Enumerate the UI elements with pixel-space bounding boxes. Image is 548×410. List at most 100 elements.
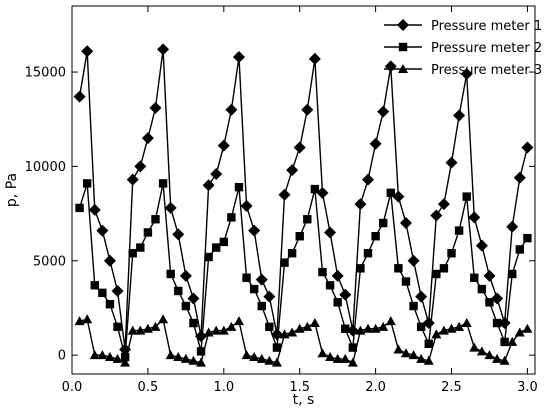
legend-entry-pressure-meter-1: Pressure meter 1 — [384, 19, 542, 34]
x-tick-label: 0.0 — [62, 380, 83, 395]
data-point — [325, 352, 336, 362]
data-point — [385, 316, 396, 326]
data-point — [172, 228, 185, 241]
data-point — [272, 343, 282, 352]
data-point — [158, 314, 169, 324]
data-point — [438, 325, 449, 335]
data-point — [295, 232, 304, 241]
data-point — [492, 353, 503, 363]
data-point — [255, 273, 268, 286]
data-point — [460, 67, 473, 80]
data-point — [333, 298, 342, 307]
data-point — [227, 213, 236, 222]
data-point — [287, 249, 297, 258]
legend-label: Pressure meter 2 — [431, 41, 542, 56]
series-2 — [75, 179, 532, 362]
legend: Pressure meter 1 Pressure meter 2 Pressu… — [384, 19, 542, 78]
data-point — [514, 327, 525, 337]
data-point — [112, 353, 123, 363]
data-point — [97, 350, 108, 360]
legend-label: Pressure meter 1 — [431, 19, 542, 34]
data-point — [249, 352, 260, 362]
legend-entry-pressure-meter-2: Pressure meter 2 — [384, 41, 542, 56]
data-point — [454, 321, 465, 331]
data-point — [399, 217, 412, 230]
data-point — [416, 322, 426, 332]
y-tick-label: 0 — [58, 349, 66, 364]
data-point — [522, 323, 533, 333]
data-point — [523, 233, 532, 243]
data-point — [392, 190, 405, 203]
data-point — [354, 198, 367, 211]
data-point — [499, 355, 510, 365]
data-point — [386, 188, 395, 198]
data-point — [470, 273, 479, 282]
data-point — [477, 284, 487, 294]
data-point — [432, 269, 441, 279]
data-point — [151, 215, 160, 224]
data-point — [210, 167, 223, 180]
x-axis-label: t, s — [293, 392, 315, 408]
legend-entry-pressure-meter-3: Pressure meter 3 — [384, 63, 542, 78]
series-line — [78, 49, 529, 350]
data-point — [211, 325, 222, 335]
data-point — [362, 173, 375, 186]
data-point — [445, 156, 458, 169]
data-point — [278, 188, 291, 201]
data-point — [240, 200, 253, 213]
data-point — [384, 60, 397, 73]
data-point — [113, 322, 122, 332]
legend-marker-icon — [398, 42, 408, 52]
data-point — [82, 179, 92, 188]
y-axis-label: p, Pa — [4, 173, 20, 207]
data-point — [340, 353, 351, 363]
data-point — [341, 324, 350, 333]
data-point — [303, 215, 312, 224]
data-point — [491, 292, 504, 305]
data-point — [316, 186, 329, 199]
data-point — [507, 336, 518, 346]
data-point — [127, 325, 138, 335]
data-point — [513, 171, 526, 184]
data-point — [468, 211, 481, 224]
x-tick-label: 2.5 — [441, 380, 462, 395]
data-point — [136, 243, 145, 252]
data-point — [271, 357, 282, 367]
data-point — [521, 141, 534, 154]
data-point — [339, 288, 352, 301]
data-point — [263, 290, 276, 303]
data-point — [157, 43, 170, 56]
data-point — [401, 277, 411, 286]
x-tick-label: 2.0 — [365, 380, 386, 395]
plot-frame — [71, 5, 536, 375]
data-point — [446, 323, 457, 333]
data-point — [377, 105, 390, 118]
data-point — [447, 249, 456, 258]
data-point — [120, 352, 130, 362]
data-point — [149, 101, 162, 114]
data-point — [310, 184, 320, 194]
data-point — [218, 325, 229, 335]
data-point — [203, 327, 214, 337]
data-point — [104, 352, 115, 362]
data-point — [476, 346, 487, 356]
data-point — [196, 357, 207, 367]
data-point — [98, 288, 107, 298]
data-point — [164, 201, 177, 214]
data-point — [141, 132, 154, 145]
data-point — [126, 173, 139, 186]
data-point — [232, 50, 245, 63]
data-point — [483, 269, 496, 282]
data-point — [256, 353, 267, 363]
data-point — [324, 226, 337, 239]
data-point — [500, 337, 509, 347]
axes: 0.0 0.5 1.0 1.5 2.0 2.5 3.0 0 5000 10000 15000 — [25, 5, 538, 395]
data-point — [346, 324, 359, 337]
data-point — [461, 318, 472, 328]
data-point — [165, 350, 176, 360]
data-point — [264, 355, 275, 365]
data-point — [158, 179, 168, 188]
data-point — [128, 249, 137, 258]
data-point — [408, 350, 419, 360]
